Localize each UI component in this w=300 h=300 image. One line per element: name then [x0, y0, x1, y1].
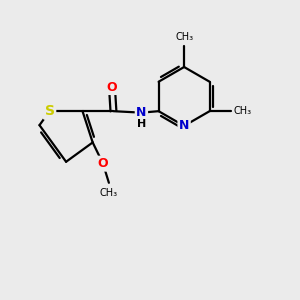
Text: N: N	[179, 119, 189, 132]
Text: CH₃: CH₃	[233, 106, 251, 116]
Text: N: N	[136, 106, 147, 119]
Text: H: H	[137, 119, 147, 129]
Text: CH₃: CH₃	[100, 188, 118, 198]
Text: S: S	[45, 104, 55, 118]
Text: CH₃: CH₃	[175, 32, 193, 42]
Text: O: O	[107, 80, 117, 94]
Text: O: O	[98, 157, 108, 170]
